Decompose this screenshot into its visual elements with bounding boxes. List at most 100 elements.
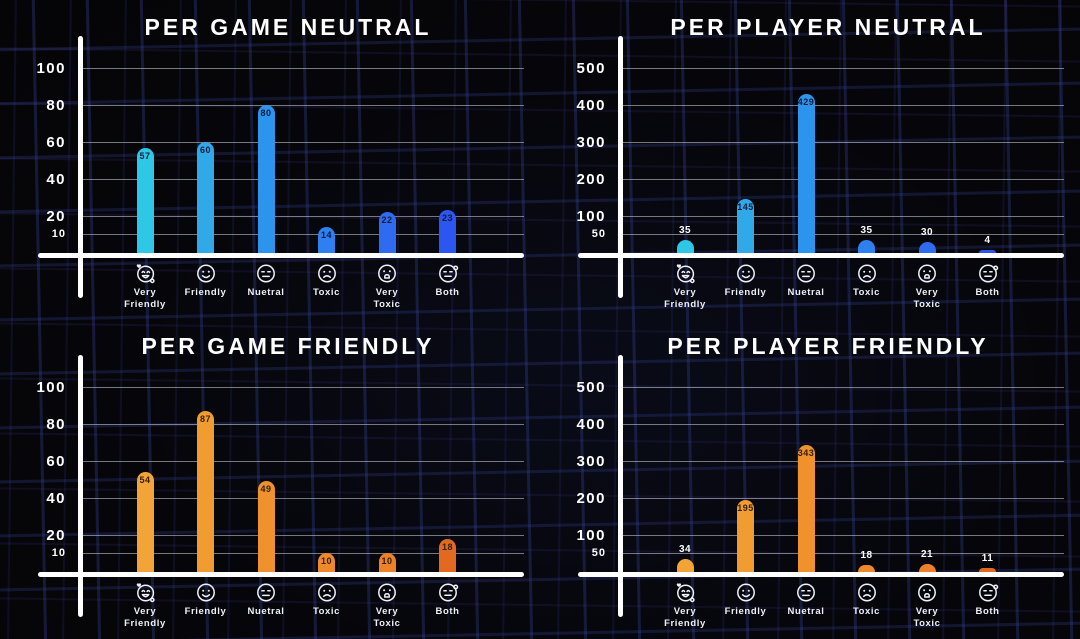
bar	[257, 481, 275, 572]
bar	[737, 199, 754, 253]
category-label: Nuetral	[233, 606, 299, 618]
friendly-face-icon	[734, 580, 758, 604]
very-friendly-face-icon	[673, 580, 697, 604]
bar	[439, 539, 456, 572]
gridline	[80, 141, 524, 143]
bar	[318, 227, 335, 253]
y-axis-line	[77, 355, 83, 617]
neutral-face-icon	[254, 261, 278, 285]
category-label: Toxic	[294, 287, 360, 299]
bar-value-label: 60	[199, 145, 211, 155]
bar-value-label: 21	[920, 549, 934, 560]
category-label-line: Toxic	[913, 299, 941, 311]
y-tick-label: 10	[51, 228, 66, 240]
gridline	[80, 423, 524, 425]
category-label-line: Friendly	[664, 618, 706, 630]
bar-value-label: 57	[139, 151, 151, 161]
category-label: Very Toxic	[354, 287, 420, 312]
bar	[439, 210, 456, 253]
category-label-line: Friendly	[124, 299, 166, 311]
both-face-icon	[436, 261, 460, 285]
category-label: Nuetral	[773, 606, 839, 618]
category-label-line: Nuetral	[247, 606, 285, 617]
category-label-line: Both	[435, 606, 460, 617]
y-tick-label: 500	[576, 59, 606, 77]
bar-value-label: 54	[139, 475, 151, 485]
gridline	[80, 386, 524, 388]
chart-per-player-neutral: PER PLAYER NEUTRAL 50 100 200 300 400 500 35 Ver…	[540, 0, 1080, 320]
gridline	[620, 67, 1064, 69]
gridline	[620, 497, 1064, 499]
both-face-icon	[436, 580, 460, 604]
bar	[676, 240, 694, 253]
gridline	[80, 234, 524, 235]
bar	[858, 565, 875, 572]
y-tick-label: 60	[46, 452, 66, 470]
bar-value-label: 195	[737, 503, 754, 513]
gridline	[620, 423, 1064, 425]
gridline	[80, 215, 524, 217]
category-label: Very Friendly	[652, 606, 718, 631]
gridline	[620, 178, 1064, 180]
x-axis-line	[578, 572, 1064, 577]
very-friendly-face-icon	[133, 580, 157, 604]
bar	[197, 411, 214, 572]
bar	[979, 568, 996, 572]
bar-value-label: 18	[860, 550, 873, 561]
category-label-line: Friendly	[724, 606, 767, 617]
category-label: Both	[955, 606, 1021, 618]
bar-value-label: 23	[441, 213, 453, 223]
category-label-line: Friendly	[724, 287, 767, 298]
gridline	[620, 460, 1064, 462]
y-tick-label: 80	[46, 415, 66, 433]
bar-value-label: 18	[441, 542, 453, 552]
category-label-line: Very	[375, 606, 399, 617]
toxic-face-icon	[855, 580, 879, 604]
gridline	[80, 534, 524, 536]
gridline	[620, 141, 1064, 143]
gridline	[620, 234, 1064, 235]
gridline	[620, 534, 1064, 536]
toxic-face-icon	[315, 261, 339, 285]
category-label: Toxic	[834, 287, 900, 299]
category-label-line: Toxic	[852, 606, 881, 617]
gridline	[80, 460, 524, 462]
y-tick-label: 300	[576, 452, 606, 470]
category-label-line: Very	[915, 287, 939, 298]
y-tick-label: 10	[51, 547, 66, 559]
gridline	[80, 104, 524, 106]
bar	[918, 242, 936, 253]
very-toxic-face-icon	[915, 261, 939, 285]
gridline	[80, 497, 524, 499]
y-tick-label: 80	[46, 96, 66, 114]
toxic-face-icon	[315, 580, 339, 604]
category-label-line: Very	[133, 287, 157, 298]
bar	[979, 250, 996, 253]
bar-value-label: 22	[381, 215, 393, 225]
bar-value-label: 30	[920, 227, 934, 238]
gridline	[620, 553, 1064, 554]
friendly-face-icon	[734, 261, 758, 285]
bar-value-label: 429	[797, 97, 815, 107]
gridline	[80, 553, 524, 554]
y-tick-label: 100	[36, 59, 66, 77]
category-label-line: Both	[975, 606, 1000, 617]
neutral-face-icon	[794, 580, 818, 604]
bar-value-label: 80	[260, 108, 272, 118]
y-tick-label: 400	[576, 415, 606, 433]
category-label: Friendly	[173, 606, 239, 618]
category-label: Very Friendly	[112, 606, 178, 631]
category-label: Both	[955, 287, 1021, 299]
bar-value-label: 4	[984, 235, 991, 246]
x-axis-line	[578, 253, 1064, 258]
category-label: Both	[415, 287, 481, 299]
y-tick-label: 40	[46, 170, 66, 188]
bar	[257, 105, 275, 253]
y-axis-line	[77, 36, 83, 298]
bar	[136, 472, 154, 572]
category-label: Toxic	[294, 606, 360, 618]
category-label-line: Both	[975, 287, 1000, 298]
bar-value-label: 49	[260, 484, 272, 494]
gridline	[620, 215, 1064, 217]
category-label-line: Toxic	[373, 299, 401, 311]
